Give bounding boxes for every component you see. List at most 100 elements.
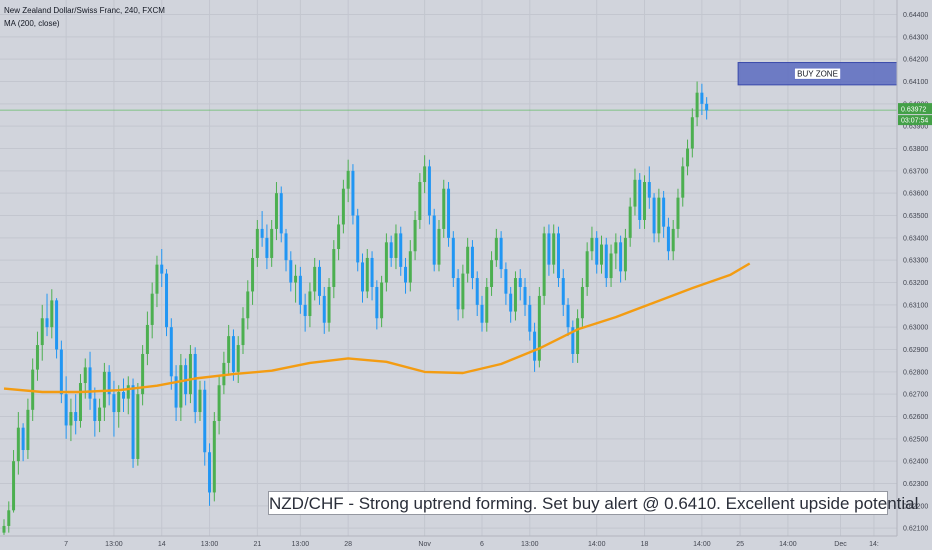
candle-body — [442, 188, 446, 229]
candle-body — [55, 300, 59, 350]
candle — [93, 387, 97, 437]
candle-body — [21, 427, 25, 451]
buy-zone-label-box — [794, 67, 841, 80]
candle — [647, 166, 651, 209]
candle-body — [270, 228, 274, 258]
candle-body — [165, 273, 169, 328]
x-tick-label: 14:00 — [779, 541, 797, 548]
candle-body — [126, 385, 130, 399]
candle — [7, 501, 11, 533]
candle — [533, 322, 537, 372]
candle — [231, 329, 235, 381]
candle-body — [681, 166, 685, 198]
candle — [193, 347, 197, 424]
candle — [45, 293, 49, 337]
candle — [475, 271, 479, 317]
candle — [365, 249, 369, 299]
y-tick-label: 0.62600 — [903, 414, 928, 421]
candle — [169, 318, 173, 390]
candle — [227, 324, 231, 375]
candle-body — [313, 266, 317, 292]
candle-body — [246, 291, 250, 319]
x-tick-label: 14: — [869, 541, 879, 548]
candle — [40, 304, 44, 361]
candle — [399, 226, 403, 276]
candle — [313, 257, 317, 301]
candle — [31, 358, 35, 421]
candle-body — [2, 525, 6, 533]
candle-body — [542, 233, 546, 296]
candles[interactable] — [2, 81, 709, 535]
candle — [251, 249, 255, 305]
candle — [241, 307, 245, 354]
candle — [107, 365, 111, 406]
candle-body — [160, 264, 164, 274]
buy-zone-label: BUY ZONE — [797, 70, 838, 79]
candle — [513, 271, 517, 321]
candle — [600, 235, 603, 274]
candle-body — [251, 257, 255, 292]
candle-body — [418, 182, 422, 220]
candle — [686, 139, 690, 176]
candle-body — [413, 219, 417, 252]
candle-body — [666, 226, 670, 252]
candle-body — [404, 266, 408, 283]
y-tick-label: 0.64300 — [903, 34, 928, 41]
y-tick-label: 0.64400 — [903, 12, 928, 19]
candle — [21, 423, 25, 462]
candle-body — [604, 244, 608, 279]
candle-body — [155, 264, 159, 294]
candle — [480, 295, 484, 332]
candle-body — [547, 233, 551, 265]
x-tick-label: Nov — [418, 541, 431, 548]
candle — [165, 269, 169, 337]
y-tick-label: 0.63200 — [903, 280, 928, 287]
candle-body — [179, 365, 183, 408]
ma-line — [3, 262, 751, 394]
x-tick-label: 14:00 — [588, 541, 606, 548]
x-tick-label: 14 — [158, 541, 166, 548]
candle-body — [351, 170, 355, 216]
candle — [609, 244, 613, 287]
candle — [470, 240, 474, 290]
candle — [466, 237, 470, 283]
candle — [432, 208, 436, 272]
candle — [155, 255, 159, 308]
candle — [122, 378, 125, 413]
candle — [705, 97, 709, 120]
candle-body — [643, 182, 647, 220]
candle — [64, 376, 68, 439]
candle — [270, 219, 274, 267]
candle-body — [145, 324, 149, 354]
countdown-box — [898, 115, 932, 126]
candle — [490, 251, 494, 296]
candle — [504, 262, 508, 305]
candle-body — [7, 510, 11, 526]
candle-body — [552, 233, 556, 265]
candle — [212, 412, 216, 502]
x-tick-label: 7 — [64, 541, 68, 548]
candle — [561, 269, 565, 317]
candle — [78, 374, 82, 428]
candle-body — [705, 103, 709, 111]
candle-body — [174, 376, 178, 408]
y-tick-label: 0.62900 — [903, 347, 928, 354]
candle — [356, 208, 360, 272]
candle-body — [576, 318, 580, 354]
annotation-textbox[interactable]: NZD/CHF - Strong uptrend forming. Set bu… — [268, 491, 918, 515]
buy-zone[interactable]: BUY ZONE — [737, 62, 898, 86]
y-tick-label: 0.63100 — [903, 302, 928, 309]
x-tick-label: 28 — [344, 541, 352, 548]
x-tick-label: 18 — [641, 541, 649, 548]
candle — [499, 231, 503, 279]
candle-body — [45, 318, 49, 328]
symbol-title: New Zealand Dollar/Swiss Franc, 240, FXC… — [4, 6, 165, 15]
candle-body — [556, 233, 560, 279]
candle — [375, 280, 379, 330]
candle-body — [361, 262, 364, 292]
candle-body — [98, 407, 102, 421]
candle-body — [255, 228, 259, 258]
